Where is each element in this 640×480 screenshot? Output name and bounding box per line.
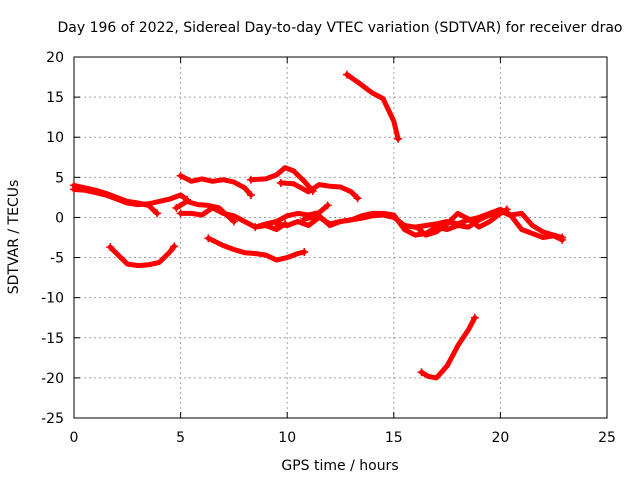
series-point-marker — [170, 242, 179, 251]
x-tick-label: 20 — [491, 430, 509, 446]
series-arc-9 — [278, 180, 361, 201]
series-arc-4 — [178, 173, 254, 198]
plot-frame — [73, 56, 608, 419]
chart-title: Day 196 of 2022, Sidereal Day-to-day VTE… — [57, 20, 622, 36]
series-point-marker — [246, 190, 255, 199]
series-point-marker — [470, 313, 479, 322]
series-point-marker — [394, 134, 403, 143]
series-arc-10 — [252, 202, 331, 230]
series-point-marker — [323, 201, 332, 210]
series-point-marker — [106, 243, 115, 252]
y-tick-label: 10 — [46, 130, 64, 146]
series-point-marker — [353, 194, 362, 203]
series-point-marker — [204, 234, 213, 243]
series-point-marker — [300, 247, 309, 256]
series-point-marker — [558, 235, 567, 244]
x-tick-label: 10 — [278, 430, 296, 446]
y-tick-label: -15 — [41, 331, 64, 347]
y-tick-label: -5 — [50, 251, 64, 267]
y-tick-label: 20 — [46, 50, 64, 66]
x-tick-label: 5 — [176, 430, 185, 446]
series-point-marker — [417, 368, 426, 377]
series-arc-13 — [416, 206, 510, 238]
x-tick-label: 0 — [70, 430, 79, 446]
series-point-marker — [153, 209, 162, 218]
series-point-marker — [502, 205, 511, 214]
series-arc-14 — [344, 72, 401, 142]
series-point-marker — [229, 217, 238, 226]
y-tick-label: -20 — [41, 371, 64, 387]
y-tick-label: 15 — [46, 90, 64, 106]
series-arc-12 — [301, 208, 565, 243]
series-point-marker — [176, 209, 185, 218]
x-tick-label: 15 — [385, 430, 403, 446]
series-arc-15 — [419, 315, 478, 381]
series-point-marker — [272, 219, 281, 228]
series-point-marker — [172, 203, 181, 212]
y-tick-label: 5 — [55, 170, 64, 186]
grid-layer — [74, 57, 607, 418]
series-point-marker — [246, 175, 255, 184]
y-tick-label: 0 — [55, 210, 64, 226]
series-point-marker — [251, 223, 260, 232]
series-arc-3 — [107, 243, 177, 269]
x-tick-label: 25 — [598, 430, 616, 446]
series-point-marker — [300, 215, 309, 224]
series-layer — [70, 70, 567, 381]
series-point-marker — [276, 178, 285, 187]
series-arc-6 — [178, 205, 288, 232]
series-point-marker — [342, 70, 351, 79]
series-point-marker — [70, 185, 78, 194]
y-axis-label: SDTVAR / TECUs — [6, 180, 22, 295]
tick-layer: 0 5 10 15 20 25 -25 -20 -15 -10 -5 0 5 10 15 20 — [41, 50, 616, 446]
y-tick-label: -25 — [41, 411, 64, 427]
series-point-marker — [176, 171, 185, 180]
series-arc-8 — [248, 165, 316, 194]
y-tick-label: -10 — [41, 291, 64, 307]
series-point-marker — [415, 225, 424, 234]
series-arc-7 — [205, 235, 307, 263]
x-axis-label: GPS time / hours — [281, 458, 398, 474]
series-arc-2 — [71, 186, 190, 208]
